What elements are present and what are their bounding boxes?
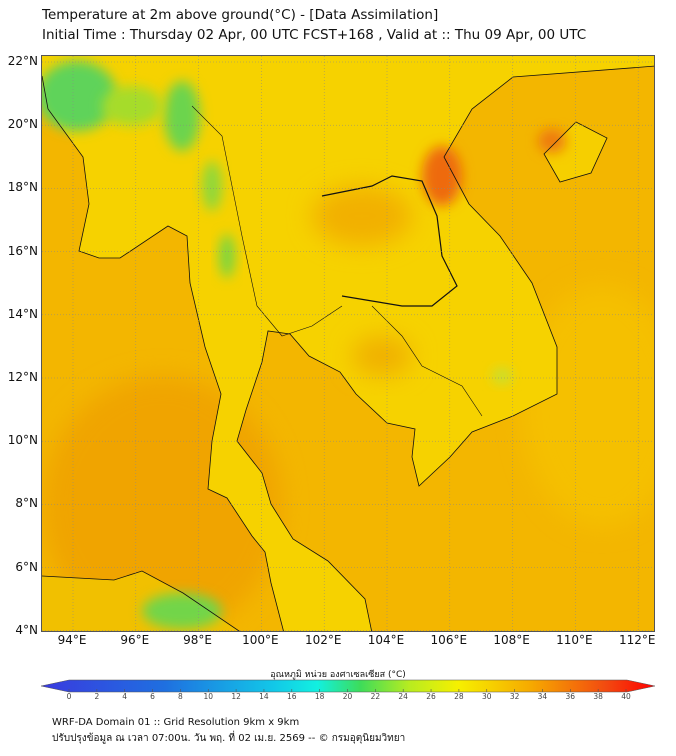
colorbar-tick-label: 28 [454,692,464,701]
longitude-label: 102°E [304,633,342,647]
colorbar-tick-label: 4 [122,692,128,701]
latitude-label: 18°N [7,180,38,195]
colorbar-label: อุณหภูมิ หน่วย องศาเซลเซียส (°C) [270,670,406,680]
latitude-label: 22°N [7,54,38,68]
colorbar-tick-label: 40 [621,692,631,701]
coastlines [42,65,654,631]
colorbar-tick-label: 22 [370,692,381,701]
latitude-label: 14°N [7,306,38,321]
longitude-label: 106°E [430,633,468,647]
longitude-label: 100°E [242,633,279,647]
longitude-label: 104°E [367,633,405,647]
colorbar-tick-label: 18 [314,692,325,701]
colorbar-tick-label: 24 [398,692,408,701]
latitude-label: 10°N [7,433,38,448]
colorbar-tick-label: 12 [231,692,241,701]
latitude-label: 4°N [15,622,38,637]
longitude-label: 98°E [183,633,213,647]
longitude-label: 108°E [493,633,530,647]
colorbar-tick-label: 0 [66,692,72,701]
longitude-label: 112°E [618,633,656,647]
chart-subtitle: Initial Time : Thursday 02 Apr, 00 UTC F… [42,27,587,43]
footer-update-info: ปรับปรุงข้อมูล ณ เวลา 07:00น. วัน พฤ. ที… [52,733,406,744]
colorbar-tick-label: 32 [509,692,520,701]
colorbar-tick-label: 26 [426,692,436,701]
colorbar-tick-label: 38 [593,692,603,701]
latitude-label: 6°N [15,559,38,574]
colorbar-tick-label: 20 [342,692,353,701]
colorbar-tick-label: 2 [94,692,100,701]
colorbar-tick-label: 14 [259,692,269,701]
latitude-label: 8°N [15,496,38,511]
footer-model-info: WRF-DA Domain 01 :: Grid Resolution 9km … [52,717,300,728]
colorbar-tick-label: 6 [150,692,155,701]
colorbar-tick-label: 30 [481,692,492,701]
latitude-label: 12°N [7,370,38,384]
map-canvas [42,56,654,631]
longitude-label: 96°E [120,633,150,647]
graticule [42,56,654,631]
colorbar-tick-label: 8 [178,692,183,701]
colorbar [41,679,655,693]
longitude-label: 94°E [57,633,87,647]
colorbar-tick-label: 10 [203,692,214,701]
chart-title: Temperature at 2m above ground(°C) - [Da… [42,7,439,23]
longitude-label: 110°E [556,633,593,647]
colorbar-tick-label: 34 [537,692,548,701]
colorbar-tick-label: 36 [565,692,576,701]
colorbar-tick-label: 16 [287,692,297,701]
temperature-map[interactable] [41,55,655,632]
latitude-label: 20°N [7,117,38,132]
latitude-label: 16°N [7,243,38,258]
